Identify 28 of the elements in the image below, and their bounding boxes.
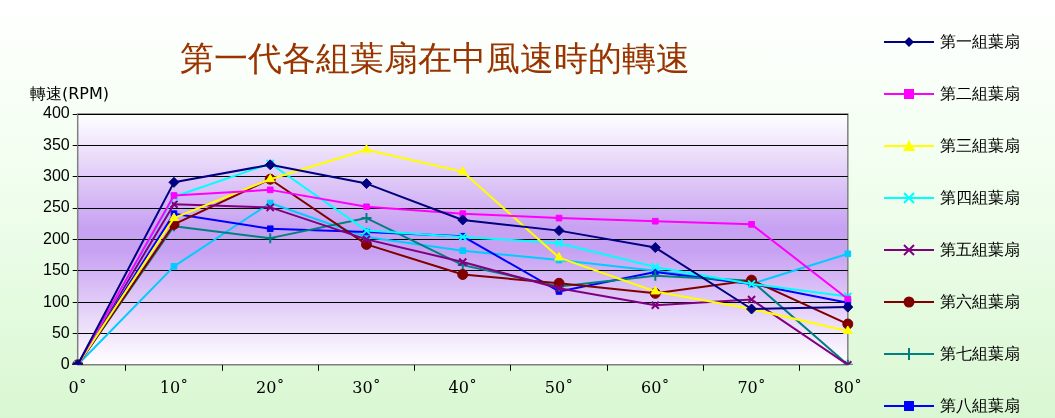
x-tick-label: 50˚: [544, 377, 574, 397]
y-tick-label: 50: [51, 323, 70, 341]
legend-label: 第七組葉扇: [940, 343, 1020, 365]
y-tick-label: 350: [42, 135, 70, 153]
legend-label: 第六組葉扇: [940, 291, 1020, 313]
y-tick-label: 150: [42, 261, 70, 279]
x-tick-label: 40˚: [448, 377, 477, 397]
x-tick-label: 70˚: [737, 377, 766, 397]
legend-label: 第一組葉扇: [940, 31, 1020, 53]
x-tick-label: 10˚: [159, 377, 189, 397]
x-tick-label: 80˚: [833, 377, 862, 397]
y-tick-label: 250: [42, 198, 70, 216]
y-tick-label: 200: [42, 229, 70, 247]
y-tick-label: 0: [60, 355, 70, 373]
y-tick-label: 100: [42, 292, 70, 310]
x-tick-label: 30˚: [352, 377, 381, 397]
y-axis-title: 轉速(RPM): [30, 84, 110, 105]
x-tick-label: 60˚: [641, 377, 670, 397]
legend-label: 第二組葉扇: [940, 83, 1020, 105]
y-tick-label: 300: [42, 167, 70, 185]
x-tick-label: 20˚: [256, 377, 285, 397]
y-tick-label: 400: [42, 104, 70, 122]
legend-label: 第八組葉扇: [940, 395, 1020, 417]
legend-label: 第三組葉扇: [940, 135, 1020, 157]
x-tick-label: 0˚: [68, 377, 87, 397]
legend-label: 第五組葉扇: [940, 239, 1020, 261]
chart-title: 第一代各組葉扇在中風速時的轉速: [179, 37, 691, 80]
legend-label: 第四組葉扇: [940, 187, 1020, 209]
